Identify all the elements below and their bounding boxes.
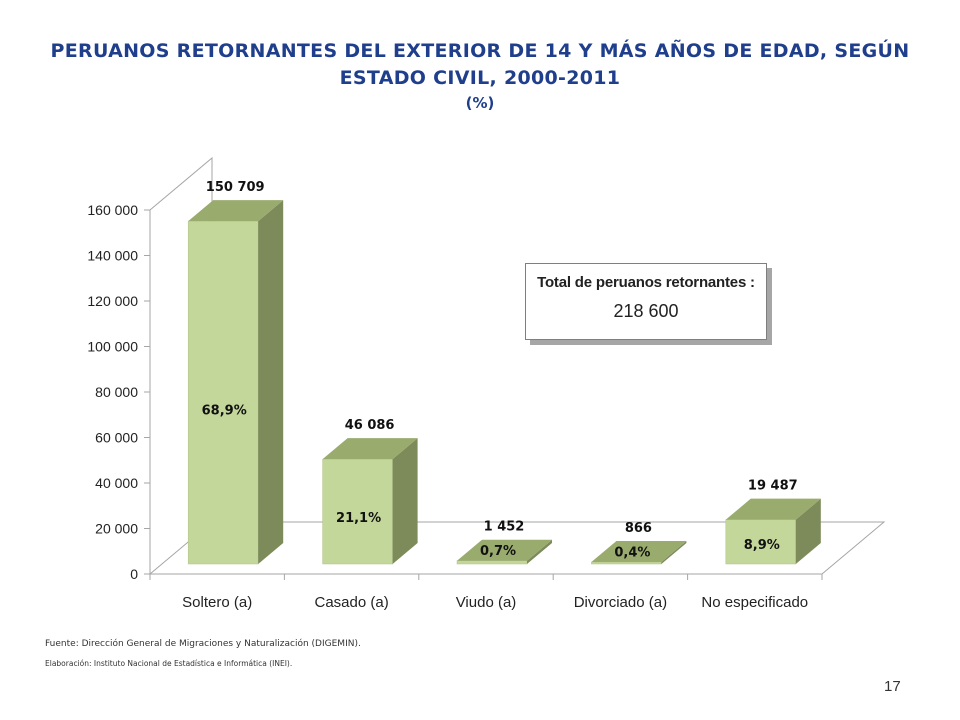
total-box: Total de peruanos retornantes : 218 600: [525, 263, 767, 340]
y-tick-label: 0: [130, 566, 138, 582]
bar-top: [322, 438, 418, 460]
elaboration-note: Elaboración: Instituto Nacional de Estad…: [45, 659, 293, 668]
percent-label: 8,9%: [744, 538, 780, 553]
bar-front: [591, 561, 662, 565]
y-tick-label: 40 000: [95, 475, 138, 491]
bar-side: [527, 539, 552, 564]
value-label: 46 086: [345, 418, 395, 433]
bar-front: [322, 458, 393, 565]
bar-top: [188, 200, 284, 222]
y-tick-label: 100 000: [87, 339, 138, 355]
value-label: 19 487: [748, 479, 798, 494]
y-tick-label: 120 000: [87, 293, 138, 309]
x-tick-label: Divorciado (a): [574, 594, 667, 611]
total-value: 218 600: [613, 301, 679, 321]
total-label: Total de peruanos retornantes :: [537, 274, 755, 291]
page-number: 17: [884, 678, 901, 695]
value-label: 150 709: [206, 180, 265, 195]
chart-title: PERUANOS RETORNANTES DEL EXTERIOR DE 14 …: [50, 40, 910, 89]
x-tick-label: Viudo (a): [456, 594, 517, 611]
x-tick-label: No especificado: [701, 594, 808, 611]
percent-label: 21,1%: [336, 511, 381, 526]
y-tick-label: 160 000: [87, 202, 138, 218]
x-tick-label: Casado (a): [314, 594, 388, 611]
x-tick-label: Soltero (a): [182, 594, 252, 611]
bar-top: [591, 541, 687, 563]
source-note: Fuente: Dirección General de Migraciones…: [45, 639, 361, 649]
bar-side: [392, 438, 418, 564]
bar-front: [187, 220, 259, 565]
y-tick-label: 80 000: [95, 384, 138, 400]
bar-side: [661, 541, 687, 564]
y-tick-label: 60 000: [95, 430, 138, 446]
bar-top: [725, 498, 821, 520]
bar-top: [457, 539, 552, 561]
y-tick-label: 20 000: [95, 521, 138, 537]
value-label: 1 452: [484, 520, 525, 535]
percent-label: 0,4%: [614, 546, 650, 561]
percent-label: 68,9%: [202, 404, 247, 419]
bar-side: [795, 498, 821, 564]
chart-subtitle: (%): [465, 94, 495, 112]
percent-label: 0,7%: [480, 544, 516, 559]
y-tick-label: 140 000: [87, 248, 138, 264]
bar-front: [456, 560, 528, 565]
value-label: 866: [625, 521, 652, 536]
bar-side: [258, 200, 284, 564]
